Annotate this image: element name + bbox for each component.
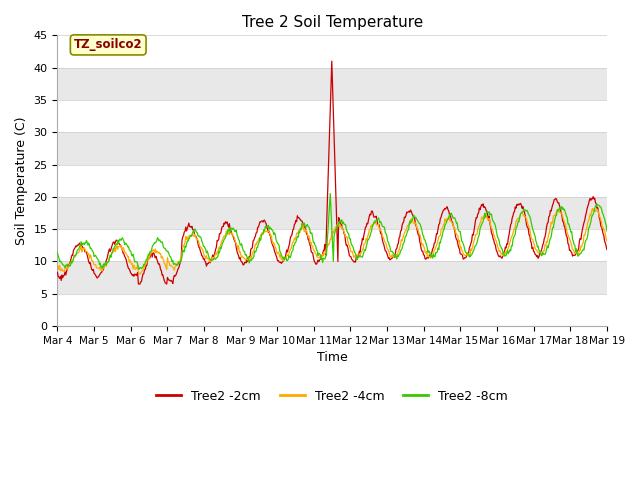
Bar [58,262,607,294]
Text: TZ_soilco2: TZ_soilco2 [74,38,143,51]
Bar [58,132,607,165]
X-axis label: Time: Time [317,351,348,364]
Bar [58,68,607,100]
Legend: Tree2 -2cm, Tree2 -4cm, Tree2 -8cm: Tree2 -2cm, Tree2 -4cm, Tree2 -8cm [152,384,513,408]
Y-axis label: Soil Temperature (C): Soil Temperature (C) [15,117,28,245]
Bar [58,197,607,229]
Title: Tree 2 Soil Temperature: Tree 2 Soil Temperature [241,15,423,30]
